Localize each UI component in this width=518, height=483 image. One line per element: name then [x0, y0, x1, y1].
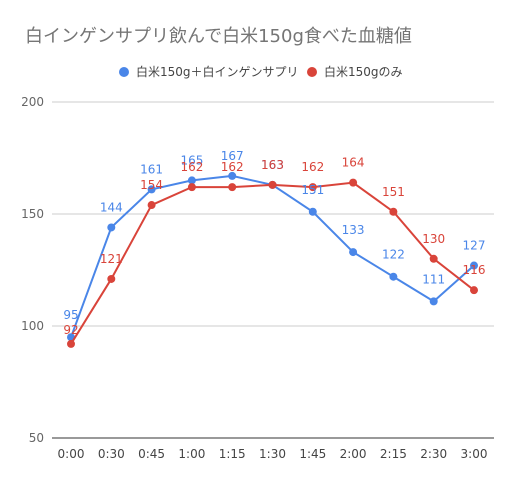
- data-point-s1-5: [228, 171, 237, 180]
- x-tick-label: 1:45: [299, 447, 326, 461]
- data-label-s1-1: 95: [63, 308, 78, 322]
- data-point-s2-2: [107, 274, 116, 283]
- chart-title: 白インゲンサプリ飲んで白米150g食べた血糖値: [25, 26, 412, 47]
- x-tick-label: 1:15: [219, 447, 246, 461]
- y-tick-label: 200: [21, 95, 44, 109]
- data-point-s2-7: [308, 183, 317, 192]
- data-label-s1-8: 133: [342, 223, 365, 237]
- data-point-s2-8: [349, 178, 358, 187]
- legend-label-2: 白米150gのみ: [324, 64, 403, 79]
- series-line-1: [70, 174, 475, 338]
- legend-label-1: 白米150g＋白インゲンサプリ: [136, 64, 299, 79]
- data-label-s2-9: 151: [382, 185, 405, 199]
- data-label-s1-7: 151: [301, 183, 324, 197]
- data-label-s2-5: 162: [221, 160, 244, 174]
- data-label-s2-1: 92: [63, 323, 78, 337]
- data-label-s2-11: 116: [463, 263, 486, 277]
- x-tick-label: 1:30: [259, 447, 286, 461]
- data-point-s1-7: [308, 207, 317, 216]
- data-point-s2-5: [228, 183, 237, 192]
- x-tick-label: 0:30: [98, 447, 125, 461]
- data-point-s1-9: [389, 272, 398, 281]
- data-label-s1-6: 163: [261, 158, 284, 172]
- data-point-s2-3: [147, 201, 156, 210]
- data-point-s1-10: [429, 297, 438, 306]
- data-label-s1-4: 165: [180, 153, 203, 167]
- data-label-s2-10: 130: [422, 232, 445, 246]
- data-label-s1-2: 144: [100, 200, 123, 214]
- data-point-s2-10: [429, 254, 438, 263]
- data-point-s1-4: [187, 176, 196, 185]
- data-label-s1-11: 127: [463, 239, 486, 253]
- data-point-s2-4: [187, 183, 196, 192]
- data-point-s1-2: [107, 223, 116, 232]
- data-point-s2-9: [389, 207, 398, 216]
- data-label-s1-3: 161: [140, 162, 163, 176]
- x-tick-label: 0:45: [138, 447, 165, 461]
- data-label-s1-9: 122: [382, 248, 405, 262]
- x-tick-label: 3:00: [461, 447, 488, 461]
- x-tick-label: 0:00: [58, 447, 85, 461]
- data-label-s2-2: 121: [100, 252, 123, 266]
- x-tick-label: 2:30: [420, 447, 447, 461]
- data-point-s2-11: [470, 286, 478, 295]
- legend-marker-1: [119, 67, 129, 77]
- x-tick-label: 1:00: [178, 447, 205, 461]
- data-label-s1-10: 111: [422, 272, 445, 286]
- data-label-s2-8: 164: [342, 156, 365, 170]
- data-point-s1-3: [147, 185, 156, 194]
- data-label-s2-4: 162: [180, 160, 203, 174]
- y-tick-label: 50: [29, 431, 44, 445]
- x-tick-label: 2:00: [340, 447, 367, 461]
- x-tick-label: 2:15: [380, 447, 407, 461]
- data-label-s2-3: 154: [140, 178, 163, 192]
- data-label-s2-6: 163: [261, 158, 284, 172]
- data-point-s1-11: [470, 261, 478, 270]
- data-point-s2-6: [268, 180, 277, 189]
- data-point-s1-8: [349, 248, 358, 257]
- series-line-2: [70, 181, 475, 345]
- y-tick-label: 100: [21, 319, 44, 333]
- y-tick-label: 150: [21, 207, 44, 221]
- legend-marker-2: [307, 67, 317, 77]
- data-label-s2-7: 162: [301, 160, 324, 174]
- data-point-s2-1: [67, 339, 75, 348]
- data-label-s1-5: 167: [221, 149, 244, 163]
